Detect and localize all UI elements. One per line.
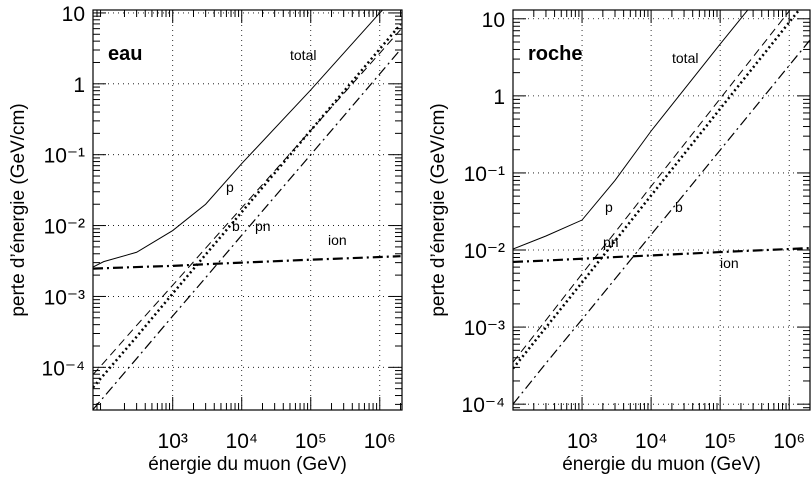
y-tick-label: 10⁻¹: [464, 163, 505, 186]
x-axis-title: énergie du muon (GeV): [148, 454, 347, 475]
y-tick-label: 10: [482, 9, 505, 32]
y-axis-title: perte d’énergie (GeV/cm): [428, 103, 449, 316]
x-tick-label: 10⁵: [295, 430, 327, 453]
series-group: [93, 10, 402, 410]
x-tick-label: 10⁵: [704, 430, 736, 453]
series-line: [513, 246, 810, 264]
y-tick-label: 1: [73, 74, 85, 97]
y-tick-label: 10: [62, 3, 85, 26]
series-label: pn: [255, 218, 271, 234]
series-line: [93, 49, 401, 410]
x-tick-label: 10³: [158, 430, 188, 453]
x-tick-label: 10⁶: [364, 430, 396, 453]
series-label: pn: [603, 234, 619, 250]
series-line: [93, 10, 384, 268]
series-label: p: [226, 179, 234, 195]
series-label: b: [232, 218, 240, 234]
series-label: ion: [328, 232, 347, 248]
series-line: [93, 29, 401, 375]
plot-frame: [512, 9, 811, 411]
x-tick-label: 10³: [567, 430, 597, 453]
x-tick-label: 10⁴: [635, 430, 667, 453]
series-label: total: [672, 50, 698, 66]
series-label: p: [605, 199, 613, 215]
y-tick-label: 10⁻¹: [44, 145, 85, 168]
y-tick-label: 10⁻³: [464, 317, 505, 340]
series-label: b: [675, 199, 683, 215]
panel: 10³ 10⁴ 10⁵ 10⁶ 10⁻⁴ 10⁻³ 10⁻² 10⁻¹ 1 10 total p b pn…: [428, 9, 811, 475]
panel-title: roche: [528, 43, 582, 65]
series-label: ion: [720, 255, 739, 271]
x-tick-label: 10⁶: [773, 430, 805, 453]
x-tick-label: 10⁴: [226, 430, 258, 453]
plot-frame: [92, 9, 403, 411]
y-tick-label: 10⁻²: [44, 216, 85, 239]
series-line: [93, 23, 402, 389]
series-line: [93, 255, 401, 270]
y-tick-label: 10⁻⁴: [462, 394, 505, 417]
series-label: total: [290, 47, 316, 63]
series-group: [513, 10, 810, 405]
series-line: [513, 39, 810, 405]
series-line: [513, 10, 749, 250]
y-axis-title: perte d’énergie (GeV/cm): [8, 103, 29, 316]
y-tick-label: 10⁻⁴: [42, 357, 85, 380]
y-tick-label: 10⁻²: [464, 240, 505, 263]
x-axis-title: énergie du muon (GeV): [562, 454, 761, 475]
panel-title: eau: [108, 43, 142, 65]
y-tick-label: 10⁻³: [44, 286, 85, 309]
y-tick-label: 1: [493, 86, 505, 109]
